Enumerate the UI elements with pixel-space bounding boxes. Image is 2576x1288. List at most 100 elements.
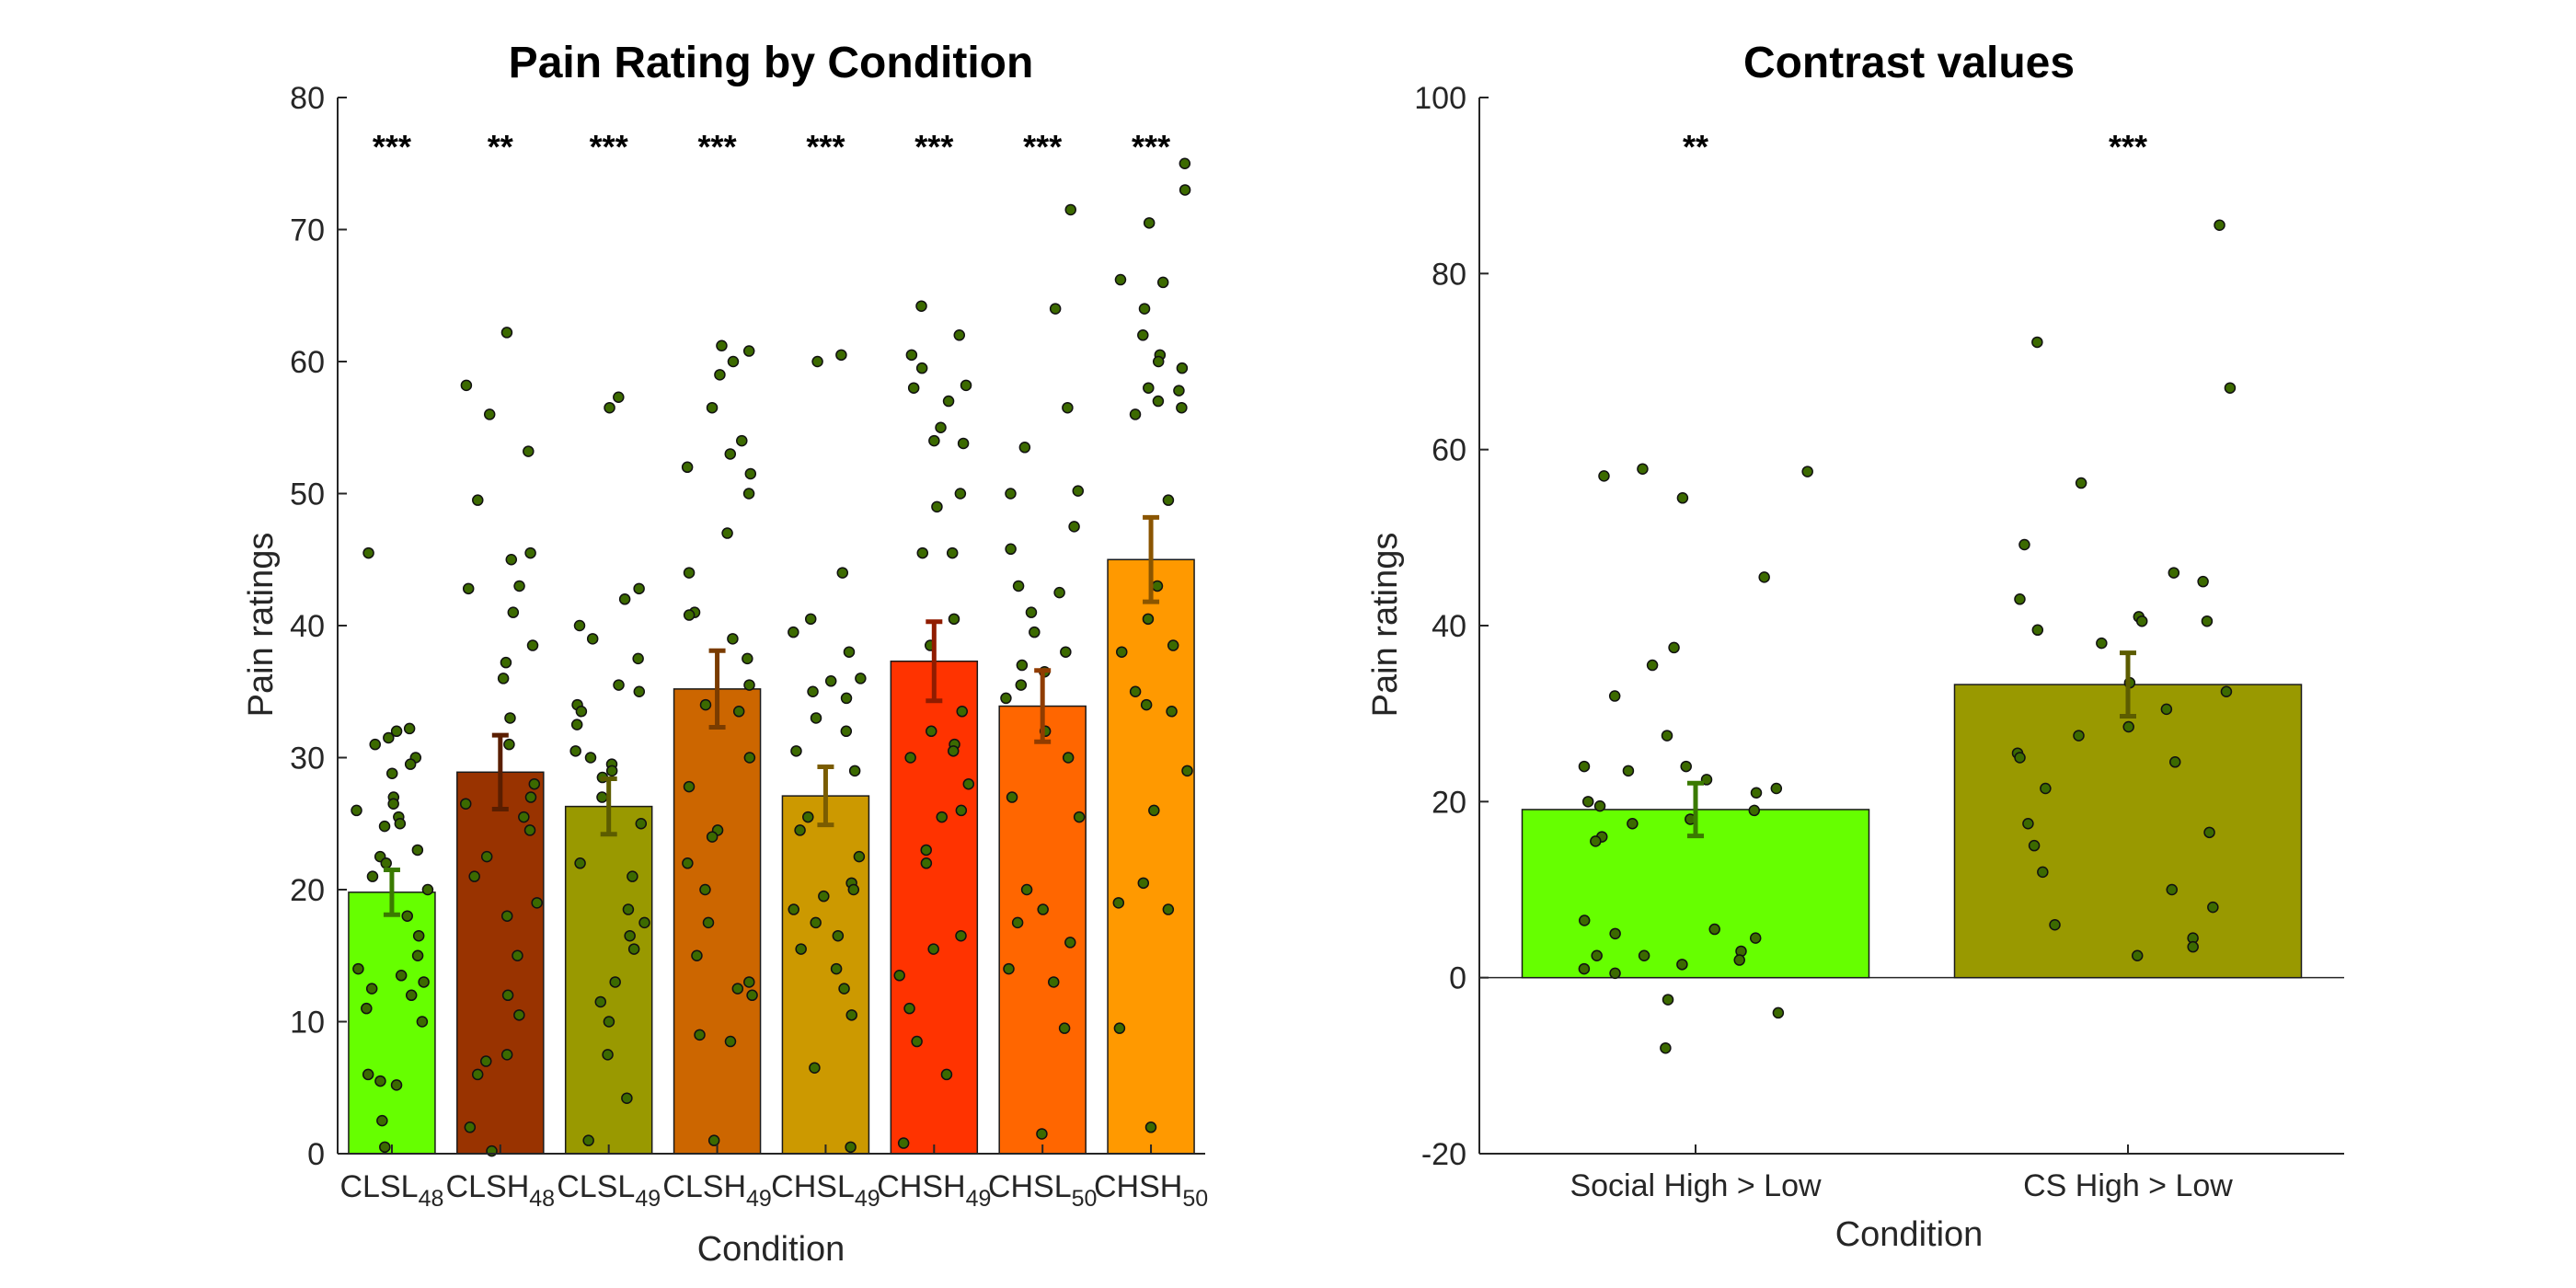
data-point xyxy=(603,1016,615,1028)
data-point xyxy=(464,1121,477,1133)
data-point xyxy=(2166,883,2179,896)
data-point xyxy=(411,844,424,857)
chart-2-title: Contrast values xyxy=(1743,39,2075,87)
chart-1-title: Pain Rating by Condition xyxy=(509,39,1034,87)
data-point xyxy=(575,706,588,718)
data-point xyxy=(848,765,861,777)
data-point xyxy=(574,857,586,869)
y-tick-label: 30 xyxy=(290,742,325,776)
x-tick-label-subscript: 48 xyxy=(529,1186,555,1212)
data-point xyxy=(2014,752,2026,764)
data-point xyxy=(1772,1006,1785,1019)
data-point xyxy=(390,1079,403,1091)
data-point xyxy=(512,949,523,961)
data-point xyxy=(1047,976,1060,988)
data-point xyxy=(706,401,719,414)
data-point xyxy=(743,679,755,691)
data-point xyxy=(836,567,849,579)
data-point xyxy=(903,1002,915,1015)
y-tick-label: -20 xyxy=(1421,1137,1466,1172)
data-point xyxy=(624,929,636,942)
data-point xyxy=(1142,613,1155,626)
data-point xyxy=(380,857,392,869)
data-point xyxy=(807,685,819,697)
data-point xyxy=(1140,698,1153,711)
data-point xyxy=(513,1009,525,1021)
x-tick-label-text: CHSL xyxy=(988,1169,1072,1204)
data-point xyxy=(602,1049,614,1061)
data-point xyxy=(683,609,696,621)
data-point xyxy=(683,780,696,793)
y-tick-label: 10 xyxy=(290,1006,325,1041)
significance-marker: ** xyxy=(1683,128,1708,166)
data-point xyxy=(518,811,530,823)
data-point xyxy=(390,725,403,738)
chart-1-plot-area: *** ** *** *** *** *** *** ***01020304050607080… xyxy=(290,81,1208,1212)
chart-1-x-axis-label: Condition xyxy=(697,1230,845,1269)
y-tick-label: 80 xyxy=(1432,257,1466,292)
data-point xyxy=(706,831,719,843)
data-point xyxy=(714,369,726,381)
error-bar xyxy=(1143,514,1160,604)
data-point xyxy=(404,758,417,770)
data-point xyxy=(500,1049,513,1061)
data-point xyxy=(724,1035,737,1048)
data-point xyxy=(1025,606,1038,618)
x-tick-label: CHSL50 xyxy=(988,1169,1098,1212)
data-point xyxy=(1005,543,1017,556)
data-point xyxy=(362,1068,374,1081)
data-point xyxy=(727,633,739,645)
data-point xyxy=(622,903,635,915)
significance-marker: *** xyxy=(914,128,953,166)
data-point xyxy=(480,850,493,863)
data-point xyxy=(1005,488,1017,500)
data-point xyxy=(505,554,518,566)
data-point xyxy=(394,818,407,830)
data-point xyxy=(584,752,597,764)
data-point xyxy=(935,421,947,433)
data-point xyxy=(385,767,398,779)
x-tick-label-subscript: 48 xyxy=(419,1186,444,1212)
data-point xyxy=(1011,916,1024,929)
error-bar xyxy=(2120,650,2136,719)
data-point xyxy=(2224,382,2237,394)
data-point xyxy=(1151,580,1164,592)
significance-marker: *** xyxy=(806,128,845,166)
data-point xyxy=(507,606,520,618)
data-point xyxy=(811,355,823,368)
data-point xyxy=(383,731,395,744)
x-tick-label-text: CLSL xyxy=(340,1169,419,1204)
y-tick-label: 60 xyxy=(290,345,325,380)
data-point xyxy=(1173,385,1185,397)
data-point xyxy=(2131,949,2144,961)
data-point xyxy=(1064,203,1076,216)
chart-pain-rating: Pain Rating by Condition *** ** *** *** *** *… xyxy=(242,39,1208,1269)
data-point xyxy=(2096,637,2108,650)
data-point xyxy=(365,983,378,995)
data-point xyxy=(927,943,939,955)
bar xyxy=(781,795,870,1155)
x-tick-label-subscript: 49 xyxy=(966,1186,992,1212)
data-point xyxy=(1143,217,1156,229)
data-point xyxy=(524,791,537,803)
data-point xyxy=(1578,760,1591,773)
data-point xyxy=(1676,492,1689,504)
y-tick-label: 70 xyxy=(290,213,325,248)
data-point xyxy=(1064,937,1076,949)
data-point xyxy=(573,619,586,632)
data-point xyxy=(366,870,379,882)
significance-marker: *** xyxy=(2109,128,2147,166)
data-point xyxy=(940,1068,953,1081)
data-point xyxy=(1152,355,1165,368)
y-tick-label: 0 xyxy=(307,1137,325,1172)
data-point xyxy=(915,362,928,374)
data-point xyxy=(804,613,817,626)
data-point xyxy=(845,1009,857,1021)
data-point xyxy=(699,883,711,896)
x-tick-label: CHSL49 xyxy=(771,1169,880,1212)
data-point xyxy=(1637,463,1649,475)
data-point xyxy=(920,857,933,869)
data-point xyxy=(721,527,733,539)
data-point xyxy=(376,1114,388,1127)
